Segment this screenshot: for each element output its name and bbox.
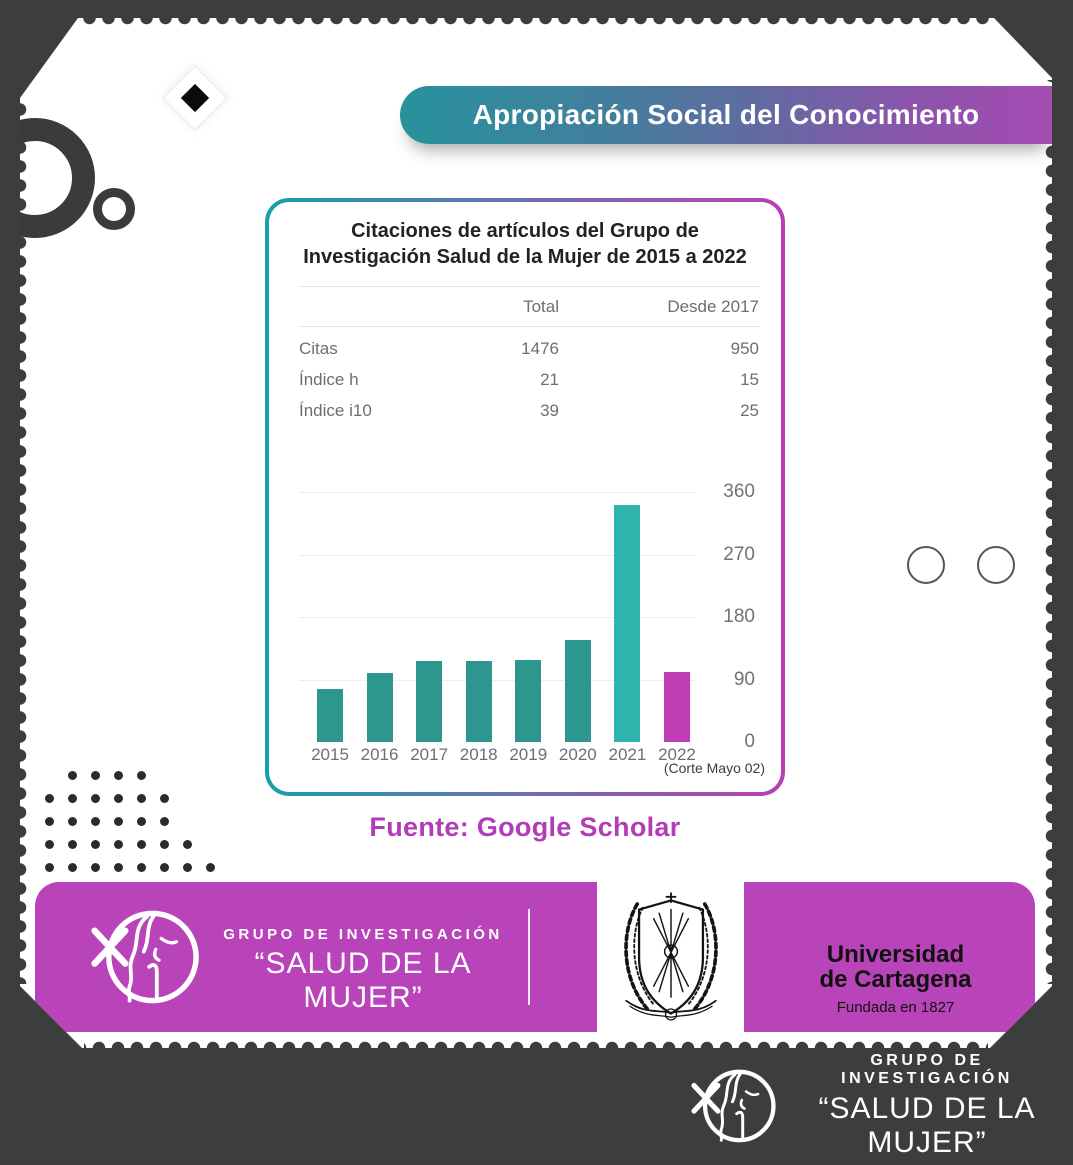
decoration-dot (68, 840, 77, 849)
decoration-dot (91, 771, 100, 780)
page-title: Apropiación Social del Conocimiento (472, 99, 980, 130)
citations-bar-chart: 0 90 180 270 360 2015 2016 2017 2018 2019 2020 2021… (299, 468, 761, 788)
decoration-dot (45, 817, 54, 826)
bar-2016 (367, 673, 393, 742)
decoration-dot (137, 863, 146, 872)
decoration-dot (45, 794, 54, 803)
university-name: Universidad de Cartagena Fundada en 1827 (819, 941, 972, 1017)
decoration-diamond (162, 65, 227, 130)
decoration-circle-outline-2 (977, 546, 1015, 584)
decoration-dot (137, 771, 146, 780)
bottom-logo: GRUPO DE INVESTIGACIÓN “SALUD DE LA MUJE… (688, 1052, 1058, 1159)
decoration-ring-large (0, 118, 95, 238)
decoration-dot (160, 794, 169, 803)
gridline (299, 617, 695, 618)
bar-2020 (565, 640, 591, 742)
source-caption: Fuente: Google Scholar (369, 812, 681, 842)
stamp-card: Apropiación Social del Conocimiento Cita… (20, 18, 1052, 1048)
x-axis-tick-label: 2020 (558, 745, 597, 764)
decoration-dot (91, 817, 100, 826)
y-axis-tick-label: 360 (723, 481, 755, 502)
decoration-dot (114, 817, 123, 826)
x-axis-tick-label: 2022 (658, 745, 696, 764)
footer-banner: GRUPO DE INVESTIGACIÓN “SALUD DE LA MUJE… (35, 882, 1035, 1032)
bar-2021 (614, 505, 640, 742)
table-header-row: Total Desde 2017 (299, 286, 759, 327)
perforation-edge-bottom (84, 1039, 988, 1048)
citations-panel: Citaciones de artículos del Grupo de Inv… (265, 198, 785, 796)
decoration-dot (160, 817, 169, 826)
decoration-dot (137, 794, 146, 803)
decoration-dot (91, 863, 100, 872)
bar-2018 (466, 661, 492, 742)
x-axis-tick-label: 2017 (410, 745, 449, 764)
decoration-dot (45, 840, 54, 849)
bar-2019 (515, 660, 541, 742)
bar-2015 (317, 689, 343, 742)
decoration-dot (68, 863, 77, 872)
y-axis-tick-label: 180 (723, 606, 755, 627)
chart-note: (Corte Mayo 02) (663, 760, 765, 776)
decoration-dot (114, 840, 123, 849)
table-row: Citas 1476 950 (299, 339, 759, 358)
chart-title: Citaciones de artículos del Grupo de Inv… (303, 220, 747, 268)
decoration-dot (91, 840, 100, 849)
decoration-dot (160, 840, 169, 849)
decoration-dot (114, 771, 123, 780)
y-axis-tick-label: 90 (733, 668, 755, 690)
decoration-dot (68, 817, 77, 826)
decoration-ring-small (93, 188, 135, 230)
gridline (299, 555, 695, 556)
perforation-edge-right (1043, 80, 1052, 984)
gridline (299, 492, 695, 493)
decoration-dot (137, 817, 146, 826)
decoration-circle-outline-1 (907, 546, 945, 584)
decoration-dot (114, 794, 123, 803)
group-name: GRUPO DE INVESTIGACIÓN “SALUD DE LA MUJE… (223, 926, 503, 1014)
decoration-dot (160, 863, 169, 872)
table-row: Índice h 21 15 (299, 370, 759, 389)
y-axis-tick-label: 270 (723, 543, 755, 565)
decoration-dot (68, 794, 77, 803)
x-axis-tick-label: 2016 (360, 745, 399, 764)
y-axis-tick-label: 0 (744, 731, 755, 752)
decoration-diamond-inner (181, 84, 209, 112)
salud-de-la-mujer-logo-icon (87, 897, 207, 1017)
decoration-dot (114, 863, 123, 872)
x-axis-tick-label: 2021 (608, 745, 647, 764)
x-axis-tick-label: 2019 (509, 745, 548, 764)
bar-2022 (664, 672, 690, 742)
column-desde-2017: Desde 2017 (667, 297, 759, 316)
column-total: Total (523, 297, 559, 316)
salud-de-la-mujer-logo-icon (688, 1059, 782, 1153)
x-axis-tick-label: 2018 (459, 745, 498, 764)
perforation-edge-top (80, 18, 992, 27)
decoration-dot (206, 863, 215, 872)
group-name: GRUPO DE INVESTIGACIÓN “SALUD DE LA MUJE… (818, 1052, 1036, 1159)
citations-table: Total Desde 2017 Citas 1476 950 Índice h… (299, 286, 759, 426)
divider (528, 909, 530, 1005)
decoration-dot (183, 840, 192, 849)
decoration-dot (91, 794, 100, 803)
header-banner: Apropiación Social del Conocimiento (400, 86, 1052, 144)
decoration-dot (137, 840, 146, 849)
bar-2017 (416, 661, 442, 742)
university-crest-panel (597, 882, 744, 1032)
x-axis-tick-label: 2015 (311, 745, 349, 764)
decoration-dot (45, 863, 54, 872)
decoration-dot (183, 863, 192, 872)
decoration-dot (68, 771, 77, 780)
table-row: Índice i10 39 25 (299, 401, 759, 420)
gridline (299, 680, 695, 681)
university-crest-icon (610, 884, 732, 1030)
